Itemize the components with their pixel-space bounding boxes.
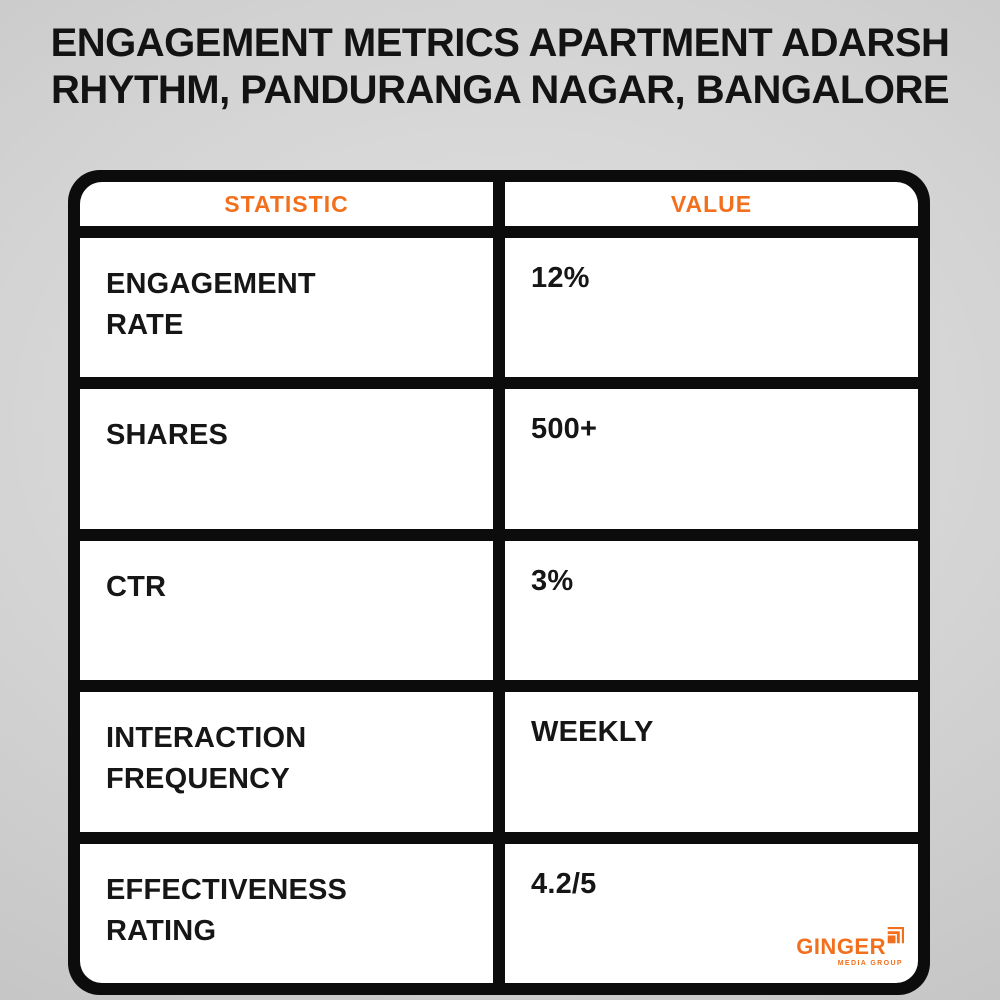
column-header-value: VALUE [505, 182, 918, 226]
value-cell-ctr: 3% [505, 540, 918, 681]
stat-cell-shares: SHARES [80, 389, 493, 529]
logo-tagline: MEDIA GROUP [837, 959, 903, 967]
stat-cell-effectiveness-rating: EFFECTIVENESS RATING [80, 843, 493, 983]
column-header-statistic: STATISTIC [80, 182, 493, 226]
value-cell-engagement-rate: 12% [505, 238, 918, 378]
logo-wordmark: GINGER [796, 933, 886, 959]
page-title-line-1: ENGAGEMENT METRICS APARTMENT ADARSH [50, 21, 950, 65]
value-cell-shares: 500+ [505, 389, 918, 529]
stat-cell-engagement-rate: ENGAGEMENT RATE [80, 238, 493, 378]
stat-cell-interaction-frequency: INTERACTION FREQUENCY [80, 692, 493, 832]
nested-corners-icon [887, 926, 904, 944]
metrics-table: STATISTIC VALUE ENGAGEMENT RATE 12% SHAR… [68, 170, 930, 995]
page-title-line-2: RHYTHM, PANDURANGA NAGAR, BANGALORE [50, 67, 950, 112]
value-cell-effectiveness-rating: 4.2/5 GINGER MEDIA GROUP [505, 843, 918, 983]
ginger-media-group-logo: GINGER MEDIA GROUP [796, 926, 904, 967]
page-title: ENGAGEMENT METRICS APARTMENT ADARSH RHYT… [0, 20, 1000, 114]
effectiveness-rating-value: 4.2/5 [531, 867, 597, 900]
stat-cell-ctr: CTR [80, 540, 493, 681]
value-cell-interaction-frequency: WEEKLY [505, 692, 918, 832]
